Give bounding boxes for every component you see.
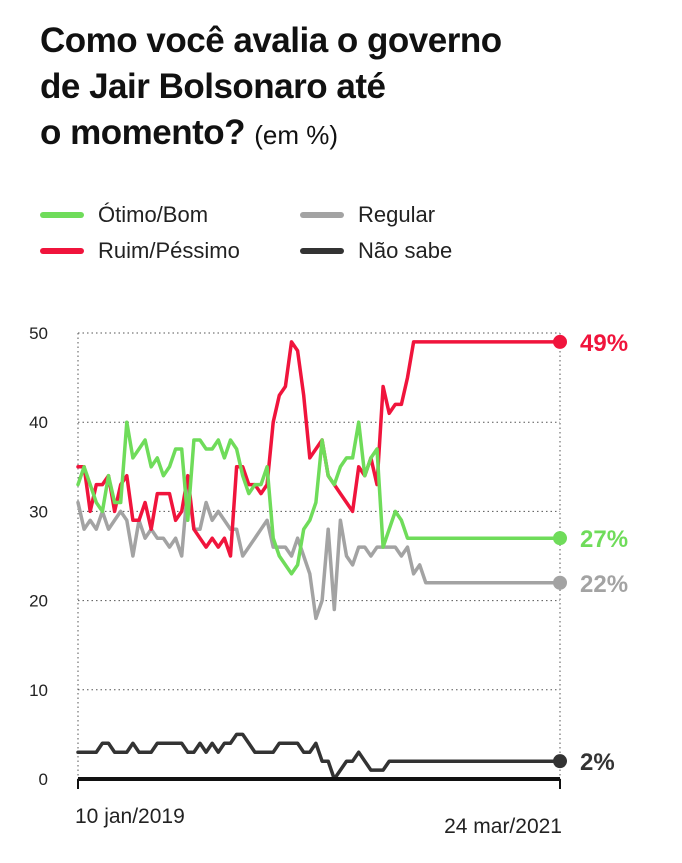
legend-swatch-regular <box>300 212 344 218</box>
series-line-ruim-p-ssimo <box>76 340 562 558</box>
end-point-ruim-p-ssimo <box>553 334 567 349</box>
end-point--timo-bom <box>553 531 567 546</box>
title-line-1: Como você avalia o governo <box>40 21 502 60</box>
series-line-n-o-sabe <box>76 732 562 781</box>
legend-item-otimo-bom: Ótimo/Bom <box>40 200 208 230</box>
legend-item-ruim-pessimo: Ruim/Péssimo <box>40 236 240 266</box>
legend-label-nao-sabe: Não sabe <box>358 238 453 263</box>
end-label-n-o-sabe: 2% <box>580 749 615 776</box>
end-point-regular <box>553 575 567 590</box>
y-tick-label-0: 0 <box>39 770 48 789</box>
end-label-ruim-p-ssimo: 49% <box>580 330 628 357</box>
legend-label-regular: Regular <box>358 202 436 227</box>
title-line-3: o momento? <box>40 113 245 152</box>
end-point-n-o-sabe <box>553 754 567 769</box>
legend-swatch-ruim-pessimo <box>40 248 84 254</box>
chart-title: Como você avalia o governo de Jair Bolso… <box>40 18 660 158</box>
legend-swatch-nao-sabe <box>300 248 344 254</box>
end-label--timo-bom: 27% <box>580 526 628 553</box>
series-line-regular <box>76 482 562 621</box>
legend-label-ruim-pessimo: Ruim/Péssimo <box>98 238 240 263</box>
legend-item-nao-sabe: Não sabe <box>300 236 452 266</box>
y-tick-label-50: 50 <box>29 324 48 343</box>
y-tick-label-20: 20 <box>29 592 48 611</box>
series-line--timo-bom <box>76 420 562 576</box>
x-label-start: 10 jan/2019 <box>75 805 185 828</box>
legend-label-otimo-bom: Ótimo/Bom <box>98 202 209 227</box>
end-label-regular: 22% <box>580 571 628 598</box>
legend-swatch-otimo-bom <box>40 212 84 218</box>
legend-item-regular: Regular <box>300 200 435 230</box>
x-label-end: 24 mar/2021 <box>444 815 562 838</box>
y-tick-label-30: 30 <box>29 502 48 521</box>
y-tick-label-10: 10 <box>29 681 48 700</box>
y-tick-label-40: 40 <box>29 413 48 432</box>
title-unit: (em %) <box>254 120 338 150</box>
title-line-2: de Jair Bolsonaro até <box>40 67 386 106</box>
